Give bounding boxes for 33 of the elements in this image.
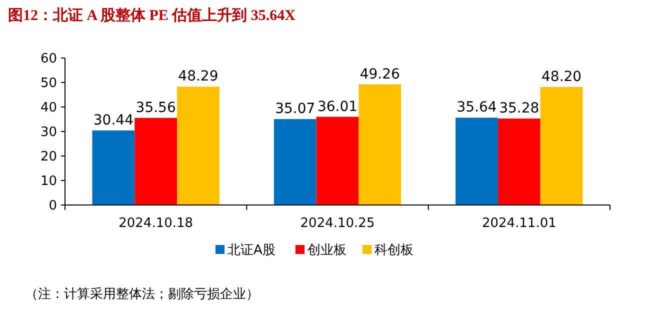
y-tick-label: 50 — [40, 76, 57, 92]
data-label: 35.64 — [456, 100, 497, 116]
bar — [134, 118, 178, 205]
bar — [456, 118, 498, 205]
data-label: 48.20 — [542, 68, 582, 85]
y-tick-label: 40 — [40, 100, 57, 116]
legend-label: 创业板 — [308, 243, 346, 258]
x-tick-label: 2024.10.18 — [118, 216, 194, 231]
data-label: 49.26 — [360, 66, 400, 82]
y-tick-label: 0 — [48, 198, 57, 214]
bar — [358, 84, 402, 205]
data-label: 35.07 — [275, 101, 316, 118]
legend-label: 北证A股 — [228, 243, 276, 258]
y-tick-label: 60 — [40, 52, 57, 67]
data-label: 35.28 — [499, 100, 540, 117]
bar — [316, 116, 359, 205]
bar — [92, 130, 135, 205]
data-label: 36.01 — [317, 98, 358, 115]
bar — [177, 86, 220, 205]
legend-label: 科创板 — [374, 243, 414, 258]
bar — [498, 118, 540, 205]
x-tick-label: 2024.11.01 — [482, 216, 556, 231]
data-label: 48.29 — [178, 68, 218, 85]
y-tick-label: 10 — [40, 174, 57, 190]
y-tick-label: 20 — [40, 150, 57, 165]
chart-title: 图12：北证 A 股整体 PE 估值上升到 35.64X — [8, 7, 296, 24]
y-tick-label: 30 — [40, 125, 57, 140]
data-label: 35.56 — [136, 100, 176, 116]
text: （注：计算采用整体法；剔除亏损企业） — [25, 287, 259, 302]
bar — [540, 86, 583, 205]
x-tick-label: 2024.10.25 — [300, 216, 375, 231]
bar — [274, 119, 316, 205]
data-label: 30.44 — [93, 112, 134, 128]
